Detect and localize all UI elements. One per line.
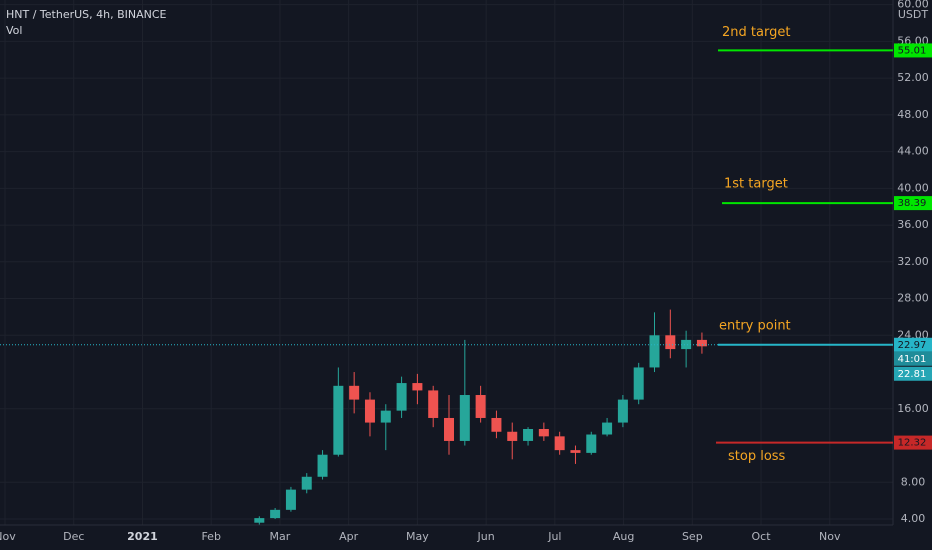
candle-body — [617, 399, 628, 423]
y-tick-label: 36.00 — [897, 218, 929, 231]
price-tag — [894, 196, 932, 211]
candle-body — [475, 395, 486, 418]
candle-body — [428, 390, 439, 418]
level-label: stop loss — [728, 449, 786, 464]
level-label: 2nd target — [722, 25, 790, 40]
candle-body — [696, 339, 707, 347]
candle-body — [349, 385, 360, 400]
x-tick-label: Apr — [339, 530, 359, 543]
x-tick-label: Nov — [0, 530, 16, 543]
y-tick-label: 44.00 — [897, 145, 929, 158]
y-tick-label: 52.00 — [897, 71, 929, 84]
level-label: entry point — [719, 318, 791, 333]
price-tag-label: 22.97 — [898, 340, 927, 351]
y-tick-label: 8.00 — [901, 475, 926, 488]
candle-body — [507, 431, 518, 441]
y-tick-label: 48.00 — [897, 108, 929, 121]
chart-title: HNT / TetherUS, 4h, BINANCE — [6, 8, 167, 21]
price-tag — [894, 435, 932, 450]
candle-body — [665, 335, 676, 350]
y-tick-label: 16.00 — [897, 402, 929, 415]
candle-body — [538, 429, 549, 437]
candle-body — [412, 383, 423, 391]
candle-body — [523, 429, 534, 441]
candle-body — [317, 454, 328, 477]
candle-body — [649, 335, 660, 368]
axis-unit: USDT — [898, 8, 929, 21]
volume-label: Vol — [6, 24, 22, 37]
candle-body — [681, 339, 692, 350]
countdown-tag — [894, 351, 932, 366]
price-tag-label: 12.32 — [898, 438, 927, 449]
candle-body — [570, 450, 581, 453]
x-tick-label: Mar — [270, 530, 291, 543]
x-tick-label: Oct — [752, 530, 772, 543]
last-price-tag — [894, 366, 932, 381]
candle-body — [396, 383, 407, 411]
x-tick-label: Feb — [201, 530, 220, 543]
price-tag-label: 38.39 — [898, 198, 927, 209]
candle-body — [633, 367, 644, 400]
x-tick-label: May — [406, 530, 429, 543]
candle-body — [602, 422, 613, 435]
price-tag — [894, 337, 932, 352]
candle-body — [270, 509, 281, 519]
x-tick-label: Jun — [477, 530, 495, 543]
price-tag-label: 55.01 — [898, 45, 927, 56]
x-tick-label: Aug — [613, 530, 634, 543]
grid — [0, 0, 893, 525]
level-label: 1st target — [724, 177, 788, 192]
x-tick-label: Nov — [819, 530, 841, 543]
y-tick-label: 40.00 — [897, 181, 929, 194]
candle-body — [254, 518, 265, 523]
y-tick-label: 28.00 — [897, 292, 929, 305]
last-price-label: 22.81 — [898, 369, 927, 380]
x-tick-label: Sep — [682, 530, 703, 543]
candle-body — [444, 417, 455, 441]
candle-body — [285, 489, 296, 510]
y-tick-label: 32.00 — [897, 255, 929, 268]
countdown-label: 41:01 — [898, 354, 927, 365]
candle-body — [380, 410, 391, 423]
x-tick-label: Dec — [63, 530, 84, 543]
x-tick-label: Jul — [547, 530, 561, 543]
price-tag — [894, 43, 932, 58]
candle-body — [459, 395, 470, 441]
candle-body — [364, 399, 375, 423]
candle-body — [333, 385, 344, 455]
candle-body — [301, 476, 312, 490]
candle-body — [491, 417, 502, 432]
candle-body — [554, 436, 565, 451]
y-tick-label: 60.00 — [897, 0, 929, 11]
y-tick-label: 4.00 — [901, 512, 926, 525]
x-tick-label: 2021 — [127, 530, 158, 543]
candle-body — [586, 434, 597, 453]
